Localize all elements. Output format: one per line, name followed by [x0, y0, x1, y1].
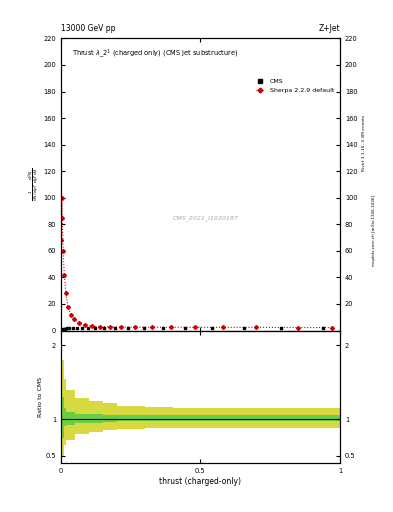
Text: Z+Jet: Z+Jet [318, 24, 340, 33]
X-axis label: thrust (charged-only): thrust (charged-only) [160, 477, 241, 486]
Y-axis label: Ratio to CMS: Ratio to CMS [38, 377, 43, 417]
Legend: CMS, Sherpa 2.2.9 default: CMS, Sherpa 2.2.9 default [253, 77, 337, 95]
Text: Rivet 3.1.10, 3.3M events: Rivet 3.1.10, 3.3M events [362, 115, 365, 172]
Text: mcplots.cern.ch [arXiv:1306.3436]: mcplots.cern.ch [arXiv:1306.3436] [372, 195, 376, 266]
Text: Thrust $\lambda$_2$^1$ (charged only) (CMS jet substructure): Thrust $\lambda$_2$^1$ (charged only) (C… [72, 47, 239, 60]
Y-axis label: $\frac{1}{\mathrm{d}N\,/\,\mathrm{d}p_T}\,\frac{\mathrm{d}^2N}{\mathrm{d}p_T\,\m: $\frac{1}{\mathrm{d}N\,/\,\mathrm{d}p_T}… [26, 167, 42, 201]
Text: CMS_2021_I1920187: CMS_2021_I1920187 [173, 216, 239, 221]
Text: 13000 GeV pp: 13000 GeV pp [61, 24, 116, 33]
